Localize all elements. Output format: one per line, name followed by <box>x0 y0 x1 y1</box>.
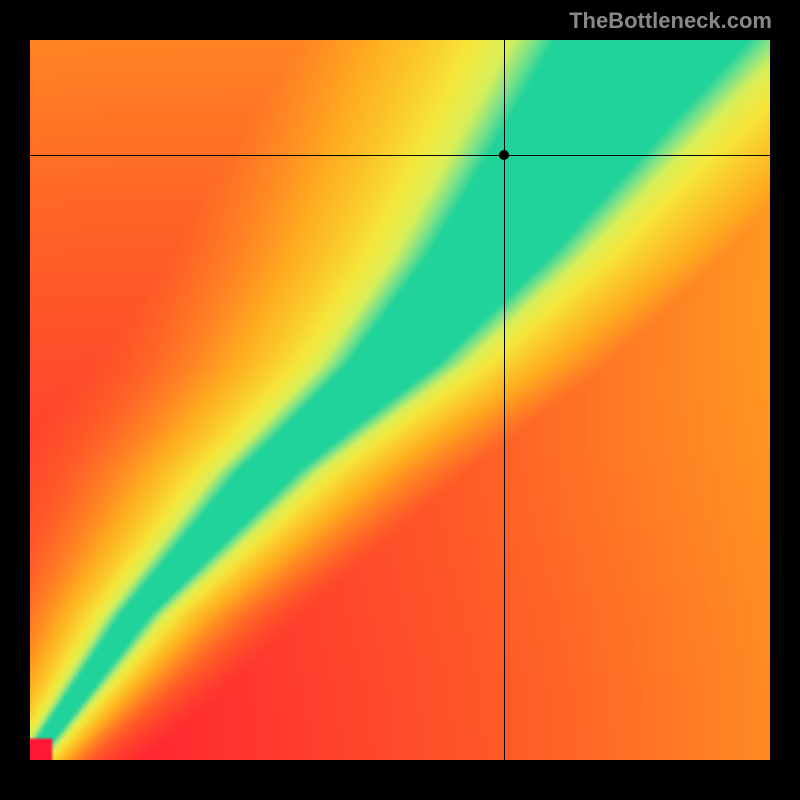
heatmap-canvas <box>30 40 770 760</box>
crosshair-vertical <box>504 40 505 760</box>
crosshair-marker <box>499 150 509 160</box>
watermark-text: TheBottleneck.com <box>569 8 772 34</box>
bottleneck-heatmap <box>30 40 770 760</box>
crosshair-horizontal <box>30 155 770 156</box>
